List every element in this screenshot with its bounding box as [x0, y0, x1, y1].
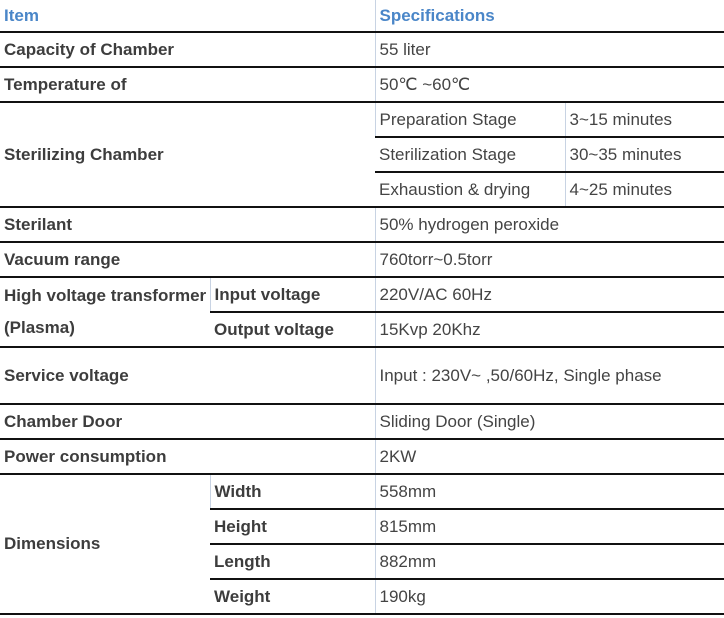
row-label: Temperature of: [0, 66, 375, 102]
row-value: 50% hydrogen peroxide: [374, 206, 724, 242]
table-row: Capacity of Chamber 55 liter: [0, 31, 724, 67]
sub-label: Height: [210, 508, 375, 544]
header-row: Item Specifications: [0, 0, 724, 32]
row-value: 815mm: [374, 508, 724, 544]
table-row: Sterilizing Chamber Preparation Stage 3~…: [0, 101, 724, 207]
table-row: Output voltage 15Kvp 20Khz: [0, 311, 724, 347]
row-label: Dimensions: [0, 473, 210, 615]
row-value: 760torr~0.5torr: [374, 241, 724, 277]
row-label: High voltage transformer (Plasma): [0, 276, 210, 347]
table-row: Power consumption 2KW: [0, 438, 724, 474]
sub-label: Weight: [210, 578, 375, 615]
table-row: Sterilization Stage 30~35 minutes: [0, 136, 724, 172]
row-value: 50℃ ~60℃: [374, 66, 724, 102]
table-row: Dimensions Width 558mm: [0, 473, 724, 615]
stage-name: Sterilization Stage: [375, 136, 565, 172]
stage-time: 4~25 minutes: [564, 171, 724, 207]
spec-header: Specifications: [374, 0, 724, 32]
row-value: 220V/AC 60Hz: [374, 276, 724, 312]
table-row: Length 882mm: [0, 543, 724, 579]
sub-label: Width: [209, 473, 375, 509]
row-value: Input : 230V~ ,50/60Hz, Single phase: [374, 346, 724, 404]
row-label: Vacuum range: [0, 241, 375, 277]
row-value: 558mm: [374, 473, 724, 509]
row-value: 882mm: [374, 543, 724, 579]
item-header: Item: [4, 5, 39, 25]
sub-label: Output voltage: [210, 311, 375, 347]
stage-time: 3~15 minutes: [564, 101, 724, 137]
table-row: Chamber Door Sliding Door (Single): [0, 403, 724, 439]
stage-name: Preparation Stage: [374, 101, 565, 137]
sub-label: Length: [210, 543, 375, 579]
row-label: Sterilizing Chamber: [0, 101, 375, 207]
row-value: 55 liter: [374, 31, 724, 67]
row-label: Sterilant: [0, 206, 375, 242]
row-value: 190kg: [374, 578, 724, 615]
row-value: 2KW: [374, 438, 724, 474]
stage-time: 30~35 minutes: [564, 136, 724, 172]
row-label: Chamber Door: [0, 403, 375, 439]
row-label: Power consumption: [0, 438, 375, 474]
table-row: Height 815mm: [0, 508, 724, 544]
sub-label: Input voltage: [209, 276, 375, 312]
row-label: Service voltage: [0, 346, 375, 404]
stage-name: Exhaustion & drying: [375, 171, 565, 207]
table-row: High voltage transformer (Plasma) Input …: [0, 276, 724, 347]
row-value: 15Kvp 20Khz: [374, 311, 724, 347]
row-value: Sliding Door (Single): [374, 403, 724, 439]
table-row: Exhaustion & drying 4~25 minutes: [0, 171, 724, 207]
table-row: Vacuum range 760torr~0.5torr: [0, 241, 724, 277]
table-row: Temperature of 50℃ ~60℃: [0, 66, 724, 102]
table-row: Service voltage Input : 230V~ ,50/60Hz, …: [0, 346, 724, 404]
row-label: Capacity of Chamber: [0, 31, 375, 67]
table-row: Sterilant 50% hydrogen peroxide: [0, 206, 724, 242]
table-row: Weight 190kg: [0, 578, 724, 615]
